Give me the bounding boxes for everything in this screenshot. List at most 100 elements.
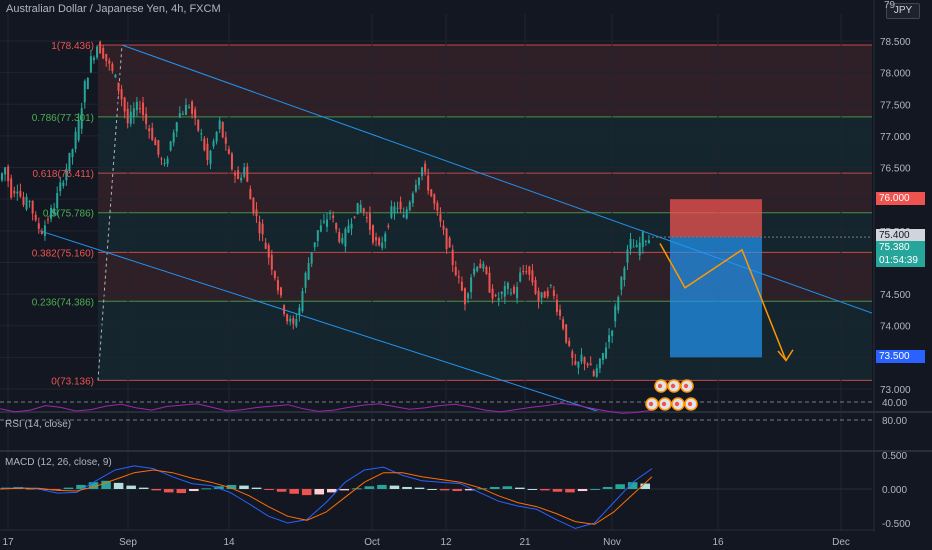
macd-histogram-bar (402, 486, 412, 489)
candle-body (316, 230, 319, 241)
macd-histogram-bar (615, 484, 625, 489)
candle-body (126, 108, 129, 124)
candle-body (381, 242, 384, 248)
macd-tick-label: 0.500 (882, 451, 907, 462)
time-tick-label: 21 (519, 537, 531, 548)
rsi-tick-label: 40.00 (882, 398, 907, 409)
candle-body (13, 190, 16, 194)
currency-badge[interactable]: JPY (886, 3, 920, 19)
candle-body (647, 240, 650, 244)
candle-body (635, 244, 638, 248)
last-price-tag: 75.400 (876, 229, 925, 242)
fib-label: 0.382(75.160) (32, 248, 94, 259)
candle-body (543, 291, 546, 298)
candle-body (114, 74, 117, 78)
fib-label: 0.5(75.786) (43, 209, 94, 220)
candle-body (246, 166, 249, 182)
macd-histogram-bar (301, 489, 312, 496)
candle-body (62, 182, 65, 186)
candle-body (53, 208, 56, 215)
candle-body (267, 245, 270, 258)
candle-body (326, 219, 328, 227)
candle-body (289, 318, 292, 322)
macd-histogram-bar (427, 489, 437, 490)
candle-body (595, 368, 598, 377)
macd-histogram-bar (276, 489, 287, 492)
fib-anchor-line (97, 45, 123, 381)
candle-body (307, 262, 310, 280)
candle-body (221, 121, 224, 138)
candle-body (368, 213, 371, 230)
candle-body (99, 41, 102, 54)
candle-body (77, 119, 80, 141)
chart-title: Australian Dollar / Japanese Yen, 4h, FX… (6, 3, 221, 15)
candle-body (135, 101, 138, 111)
candle-body (313, 242, 316, 248)
candle-body (108, 60, 111, 64)
candle-body (467, 293, 470, 299)
time-tick-label: Oct (364, 537, 380, 548)
candle-body (117, 82, 120, 91)
upper-box-price-tag: 76.000 (876, 192, 925, 205)
candle-body (215, 131, 218, 142)
macd-histogram-bar (289, 489, 299, 494)
time-tick-label: Nov (603, 537, 621, 548)
candle-body (549, 284, 552, 286)
flag-icon (661, 401, 667, 407)
rsi-label[interactable]: RSI (14, close) (5, 419, 72, 430)
projection-path (659, 243, 794, 362)
fib-label: 0.786(77.301) (32, 113, 94, 124)
candle-body (617, 297, 620, 311)
candle-body (525, 271, 528, 273)
candle-body (531, 270, 534, 283)
candle-body (430, 189, 433, 197)
candle-body (34, 214, 37, 221)
candle-body (86, 77, 89, 90)
candle-body (620, 277, 623, 290)
macd-label[interactable]: MACD (12, 26, close, 9) (5, 457, 112, 468)
macd-histogram-bar (464, 489, 475, 491)
macd-histogram-bar (377, 484, 387, 489)
candle-body (240, 177, 243, 181)
candle-body (356, 202, 359, 215)
candle-body (396, 207, 399, 209)
candle-body (224, 137, 227, 144)
macd-histogram-bar (640, 483, 650, 489)
candle-body (283, 305, 286, 314)
candle-body (286, 314, 289, 322)
candle-body (332, 215, 335, 218)
candle-body (375, 237, 378, 241)
candle-body (598, 358, 601, 369)
candle-body (237, 170, 240, 179)
candle-body (390, 206, 393, 218)
candle-body (500, 291, 503, 294)
macd-signal-line (0, 469, 653, 525)
projection-line (659, 243, 787, 361)
time-tick-label: Sep (119, 537, 137, 548)
candle-body (209, 150, 212, 164)
candle-body (172, 132, 175, 143)
macd-histogram-bar (76, 484, 86, 489)
candle-body (181, 113, 184, 115)
candle-body (344, 228, 347, 247)
candle-body (506, 282, 509, 289)
candle-body (365, 217, 368, 219)
candle-body (319, 225, 322, 232)
flag-icon (648, 401, 654, 407)
candle-body (46, 219, 49, 221)
macd-histogram-bar (490, 486, 500, 489)
candle-body (399, 201, 402, 210)
candle-body (157, 140, 160, 155)
candle-body (476, 266, 479, 272)
price-tick-label: 78.000 (880, 69, 911, 80)
candle-body (212, 140, 215, 147)
price-tick-label: 77.000 (880, 132, 911, 143)
candle-body (522, 271, 525, 273)
candle-body (540, 292, 543, 298)
candle-body (457, 276, 460, 278)
candle-body (102, 47, 105, 59)
candle-body (304, 272, 307, 288)
flag-icon (670, 383, 676, 389)
position-tool (652, 199, 872, 358)
candle-body (519, 272, 522, 282)
